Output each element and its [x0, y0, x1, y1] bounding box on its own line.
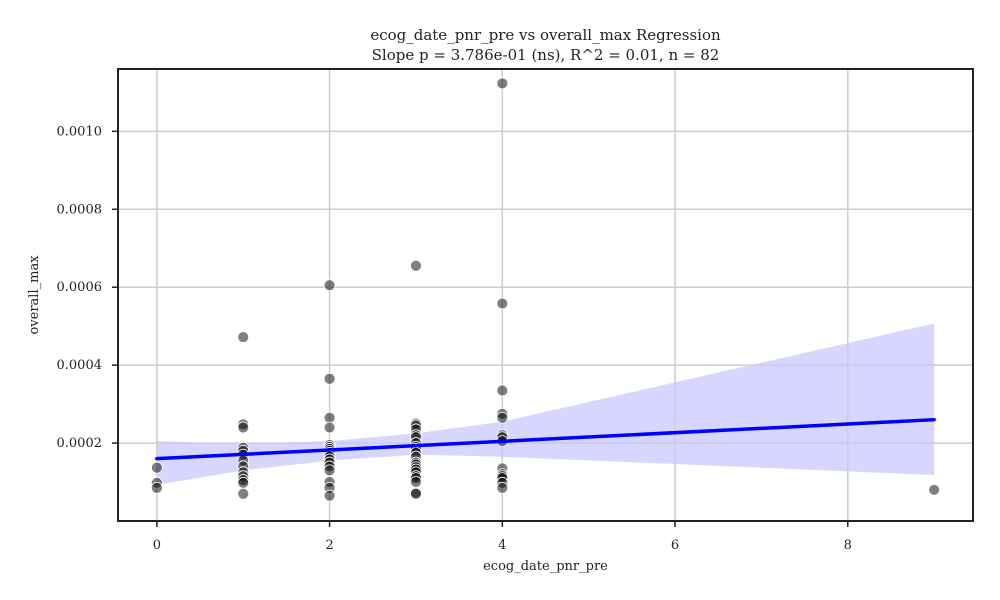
x-tick-label: 4: [498, 538, 506, 553]
y-axis-label: overall_max: [27, 255, 42, 335]
data-point: [496, 297, 509, 310]
y-tick-label: 0.0006: [57, 280, 103, 295]
data-point: [323, 421, 336, 434]
x-tick-label: 2: [325, 538, 333, 553]
data-point: [237, 487, 250, 500]
y-tick-label: 0.0002: [57, 436, 103, 451]
y-tick-label: 0.0010: [57, 124, 103, 139]
data-point: [323, 464, 336, 477]
x-axis-label: ecog_date_pnr_pre: [483, 559, 608, 574]
data-point: [150, 461, 163, 474]
data-point: [410, 487, 422, 500]
regression-line-layer: [155, 417, 936, 461]
x-tick-label: 6: [671, 538, 679, 553]
data-point: [928, 483, 941, 496]
confidence-band-layer: [156, 323, 935, 485]
data-point: [150, 481, 163, 494]
y-tick-label: 0.0004: [57, 358, 103, 373]
data-point: [323, 372, 336, 385]
chart-title: ecog_date_pnr_pre vs overall_max Regress…: [370, 26, 721, 44]
chart-subtitle: Slope p = 3.786e-01 (ns), R^2 = 0.01, n …: [372, 46, 720, 64]
data-point: [496, 481, 509, 494]
data-point: [237, 476, 250, 489]
data-point: [237, 421, 250, 434]
y-tick-label: 0.0008: [57, 202, 103, 217]
data-point: [410, 476, 422, 488]
data-point: [496, 411, 509, 424]
x-tick-label: 0: [153, 538, 161, 553]
data-point: [496, 77, 509, 90]
plot-frame: [117, 68, 974, 522]
regression-line: [155, 417, 936, 461]
data-point: [237, 331, 250, 343]
data-point: [323, 279, 336, 292]
x-tick-label: 8: [844, 538, 852, 553]
data-point: [496, 384, 509, 397]
data-point: [410, 259, 422, 272]
confidence-band: [156, 323, 935, 485]
data-point: [323, 489, 336, 502]
tick-layer: 0 2 4 6 8 0.0002 0.0004 0.0006 0.0008 0.0010: [57, 124, 852, 553]
